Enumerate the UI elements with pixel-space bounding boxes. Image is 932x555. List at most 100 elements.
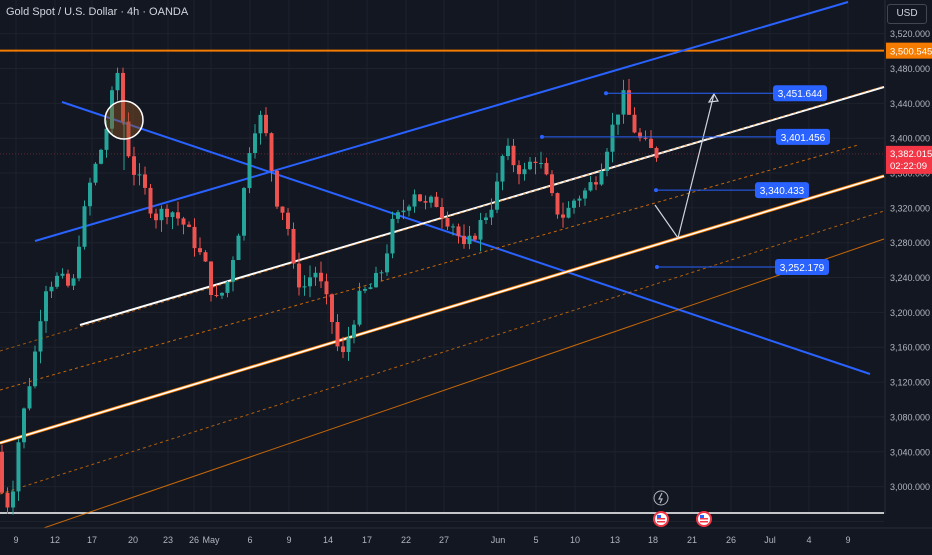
- candle-body: [214, 295, 219, 297]
- time-tick: 13: [610, 535, 620, 545]
- price-ray-anchor: [654, 188, 658, 193]
- candle-body: [539, 162, 543, 164]
- candle-body: [38, 321, 43, 352]
- candle-body: [27, 386, 32, 409]
- price-ray-label-box[interactable]: [755, 182, 809, 199]
- candle-body: [418, 194, 422, 202]
- time-tick: May: [202, 535, 220, 545]
- candle-body: [462, 235, 466, 245]
- channel-bottom-line[interactable]: [0, 175, 885, 444]
- symbol-title: Gold Spot / U.S. Dollar · 4h · OANDA: [6, 6, 189, 18]
- candle-body: [467, 235, 472, 245]
- candle-body: [115, 72, 120, 91]
- candle-body: [627, 90, 631, 115]
- candle-body: [242, 188, 246, 236]
- price-tick: 3,200.000: [890, 308, 930, 318]
- current-price-box: [886, 145, 932, 174]
- candle-body: [440, 206, 444, 219]
- candle-body: [99, 149, 103, 164]
- candle-body: [610, 124, 615, 152]
- channel-lower-line: [0, 238, 885, 544]
- currency-selector[interactable]: USD: [887, 4, 927, 24]
- candle-body: [154, 213, 158, 221]
- time-tick: Jun: [491, 535, 506, 545]
- candle-body: [313, 272, 318, 278]
- time-tick: 9: [286, 535, 291, 545]
- time-tick: 4: [806, 535, 811, 545]
- candle-body: [341, 346, 345, 353]
- arrow-head: [707, 92, 719, 103]
- candle-body: [605, 151, 609, 172]
- candle-body: [82, 206, 87, 247]
- time-tick: 23: [163, 535, 173, 545]
- candle-body: [49, 286, 54, 292]
- candle-body: [544, 162, 549, 175]
- candle-body: [330, 294, 334, 323]
- candle-body: [599, 171, 604, 185]
- upper-channel-line[interactable]: [34, 1, 849, 242]
- candle-body: [643, 137, 648, 139]
- candle-body: [264, 114, 268, 134]
- candle-body: [121, 72, 125, 122]
- time-tick: 17: [362, 535, 372, 545]
- price-tick: 3,480.000: [890, 64, 930, 74]
- time-axis[interactable]: [0, 528, 886, 550]
- candle-body: [335, 322, 340, 347]
- price-tick: 3,040.000: [890, 447, 930, 457]
- price-ray-anchor: [655, 264, 659, 269]
- drawings[interactable]: [104, 92, 719, 240]
- candle-body: [473, 235, 477, 240]
- candle-body: [506, 145, 510, 157]
- candle-body: [324, 281, 329, 295]
- price-tick: 3,280.000: [890, 238, 930, 248]
- lightning-event-marker[interactable]: [653, 490, 669, 506]
- price-tick: 3,400.000: [890, 134, 930, 144]
- candle-body: [654, 147, 659, 158]
- time-tick: 14: [323, 535, 333, 545]
- candle-body: [456, 226, 461, 236]
- candle-body: [484, 217, 488, 221]
- candle-body: [385, 253, 389, 273]
- candle-body: [159, 208, 164, 221]
- time-tick: 27: [439, 535, 449, 545]
- candle-body: [451, 226, 455, 228]
- price-tick: 3,240.000: [890, 273, 930, 283]
- candle-body: [495, 181, 499, 210]
- price-ray-label-box[interactable]: [776, 128, 830, 145]
- price-axis[interactable]: [886, 0, 932, 514]
- axis-label: 3,500.545: [890, 47, 932, 58]
- candle-body: [22, 408, 26, 443]
- candle-body: [434, 196, 439, 207]
- candle-body: [550, 174, 554, 194]
- price-ray-label-box[interactable]: [775, 258, 829, 275]
- price-ray-label-box[interactable]: [773, 85, 827, 102]
- candle-body: [236, 235, 241, 261]
- time-tick: 10: [570, 535, 580, 545]
- candle-body: [176, 212, 180, 219]
- trend-channels[interactable]: [0, 1, 885, 544]
- us-flag-stripe: [657, 518, 665, 520]
- candle-body: [352, 324, 356, 338]
- candle-body: [423, 201, 428, 203]
- us-flag-stripe: [657, 521, 665, 523]
- price-tick: 3,440.000: [890, 99, 930, 109]
- candle-body: [429, 196, 433, 203]
- candle-body: [93, 163, 98, 183]
- candle-body: [500, 156, 505, 182]
- candle-body: [297, 263, 301, 288]
- candle-body: [555, 193, 560, 215]
- time-tick: 26: [189, 535, 199, 545]
- time-tick: 17: [87, 535, 97, 545]
- candle-body: [137, 174, 142, 176]
- candle-body: [44, 291, 48, 322]
- candles: [0, 67, 659, 515]
- descending-trendline[interactable]: [61, 101, 871, 375]
- candle-body: [588, 182, 593, 191]
- projection-arrow[interactable]: [654, 93, 715, 240]
- highlight-circle[interactable]: [104, 100, 144, 140]
- candle-body: [368, 287, 373, 289]
- candle-body: [66, 273, 70, 286]
